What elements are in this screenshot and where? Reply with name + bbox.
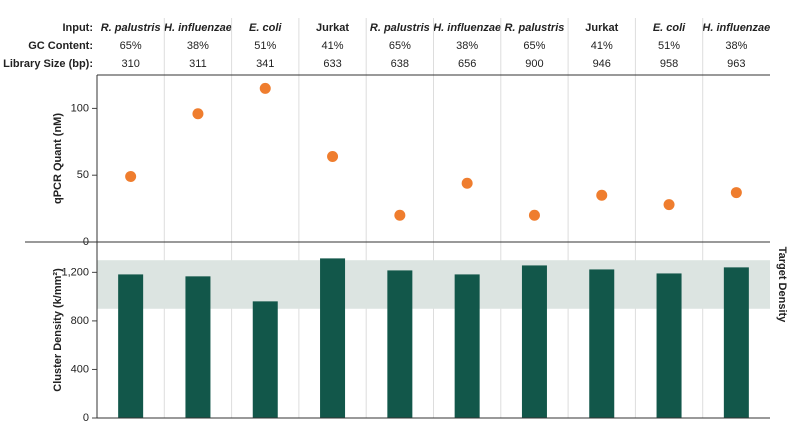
cell: 310 bbox=[121, 58, 139, 70]
point bbox=[663, 199, 675, 211]
cell: R. palustris bbox=[101, 22, 161, 34]
bar bbox=[185, 276, 211, 418]
cell: 41% bbox=[591, 40, 613, 52]
cell: 311 bbox=[189, 58, 207, 70]
row-label: Input: bbox=[62, 22, 93, 34]
y-tick-label: 1,200 bbox=[61, 266, 89, 278]
bar bbox=[252, 301, 278, 418]
cell: 946 bbox=[593, 58, 611, 70]
cell: E. coli bbox=[653, 22, 686, 34]
bar bbox=[118, 274, 144, 418]
bar bbox=[521, 265, 547, 418]
y-tick-label: 800 bbox=[71, 315, 89, 327]
cell: H. influenzae bbox=[164, 22, 232, 34]
y-tick-label: 100 bbox=[71, 102, 89, 114]
cell: H. influenzae bbox=[433, 22, 501, 34]
point bbox=[528, 209, 540, 221]
bar bbox=[589, 269, 615, 418]
cell: 341 bbox=[256, 58, 274, 70]
bar bbox=[723, 267, 749, 418]
cell: 51% bbox=[658, 40, 680, 52]
point bbox=[394, 209, 406, 221]
cell: 51% bbox=[254, 40, 276, 52]
bar bbox=[656, 273, 682, 418]
point bbox=[192, 108, 204, 120]
point bbox=[461, 177, 473, 189]
y-axis-label: Cluster Density (k/mm²) bbox=[52, 268, 64, 392]
cell: R. palustris bbox=[370, 22, 430, 34]
cell: E. coli bbox=[249, 22, 282, 34]
cell: 656 bbox=[458, 58, 476, 70]
row-label: GC Content: bbox=[28, 40, 93, 52]
cell: 38% bbox=[725, 40, 747, 52]
point bbox=[327, 150, 339, 162]
y-tick-label: 0 bbox=[83, 412, 89, 424]
cell: 38% bbox=[187, 40, 209, 52]
cell: 38% bbox=[456, 40, 478, 52]
cell: 41% bbox=[322, 40, 344, 52]
point bbox=[596, 189, 608, 201]
cell: Jurkat bbox=[585, 22, 618, 34]
cell: 633 bbox=[323, 58, 341, 70]
cell: 638 bbox=[391, 58, 409, 70]
y-tick-label: 50 bbox=[77, 169, 89, 181]
point bbox=[259, 82, 271, 94]
y-tick-label: 400 bbox=[71, 363, 89, 375]
row-label: Library Size (bp): bbox=[3, 58, 93, 70]
band-label: Target Density bbox=[776, 247, 788, 323]
cell: R. palustris bbox=[504, 22, 564, 34]
cell: Jurkat bbox=[316, 22, 349, 34]
bar bbox=[454, 274, 480, 418]
bar bbox=[387, 270, 413, 418]
cell: 65% bbox=[389, 40, 411, 52]
cell: 65% bbox=[120, 40, 142, 52]
cell: H. influenzae bbox=[702, 22, 770, 34]
bar bbox=[320, 258, 346, 418]
cell: 900 bbox=[525, 58, 543, 70]
cell: 963 bbox=[727, 58, 745, 70]
y-axis-label: qPCR Quant (nM) bbox=[52, 113, 64, 204]
cell: 958 bbox=[660, 58, 678, 70]
point bbox=[125, 171, 137, 183]
cell: 65% bbox=[523, 40, 545, 52]
point bbox=[730, 187, 742, 199]
